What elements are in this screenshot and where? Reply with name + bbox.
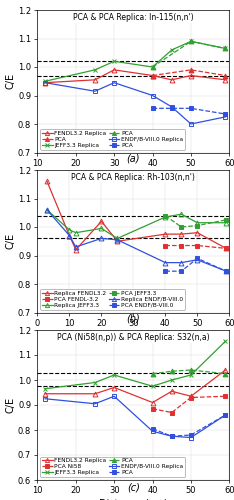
Text: (b): (b) — [127, 314, 140, 324]
Legend: FENDL3.2 Replica, PCA Ni58, JEFF3.3 Replica, PCA, ENDF/B-VIII.0 Replica, PCA: FENDL3.2 Replica, PCA Ni58, JEFF3.3 Repl… — [40, 456, 185, 477]
Y-axis label: C/E: C/E — [5, 73, 15, 90]
X-axis label: Distance (cm): Distance (cm) — [99, 498, 168, 500]
Text: PCA (Ni58(n,p)) & PCA Replica: S32(n,a): PCA (Ni58(n,p)) & PCA Replica: S32(n,a) — [57, 333, 210, 342]
X-axis label: Distance (cm): Distance (cm) — [99, 170, 168, 180]
Text: PCA & PCA Replica: Rh-103(n,n'): PCA & PCA Replica: Rh-103(n,n') — [71, 173, 195, 182]
Text: (c): (c) — [127, 482, 140, 492]
Legend: FENDL3.2 Replica, PCA, JEFF3.3 Replica, PCA, ENDF/B-VIII.0 Replica, PCA: FENDL3.2 Replica, PCA, JEFF3.3 Replica, … — [40, 129, 185, 150]
Text: (a): (a) — [127, 154, 140, 164]
Text: PCA & PCA Replica: In-115(n,n'): PCA & PCA Replica: In-115(n,n') — [73, 13, 194, 22]
Y-axis label: C/E: C/E — [5, 397, 15, 413]
X-axis label: Distance (cm): Distance (cm) — [99, 330, 168, 340]
Legend: Replica FENDL3.2, PCA FENDL-3.2, Replica JEFF3.3, PCA JEFF3.3, Replica ENDF/B-VI: Replica FENDL3.2, PCA FENDL-3.2, Replica… — [40, 289, 185, 310]
Y-axis label: C/E: C/E — [5, 233, 15, 250]
